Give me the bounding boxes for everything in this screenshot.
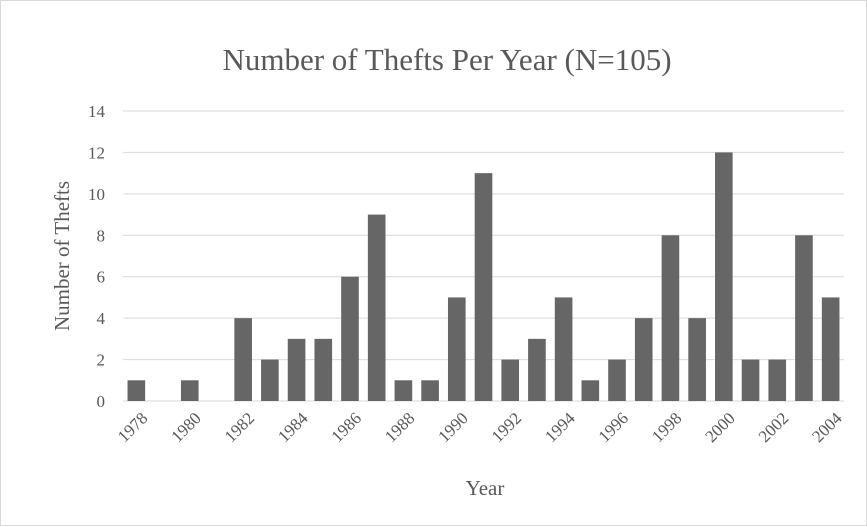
y-tick-label: 14 [88, 102, 106, 121]
x-axis-ticks: 1978 1980 1982 1984 1986 1988 1990 1992 1994 1996… [114, 408, 846, 446]
y-tick-label: 12 [88, 143, 105, 162]
x-tick-label: 1984 [274, 408, 312, 446]
bar-1999 [688, 318, 706, 401]
bar-1983 [261, 359, 279, 401]
bar-1998 [661, 235, 680, 401]
bar-1991 [474, 173, 493, 401]
bar-2000 [715, 152, 733, 401]
x-axis-title: Year [466, 476, 505, 500]
bar-1984 [287, 338, 306, 401]
y-tick-label: 2 [97, 351, 106, 370]
bar-2003 [795, 235, 813, 401]
y-tick-label: 8 [97, 226, 106, 245]
bar-1980 [180, 380, 199, 401]
bar-1992 [501, 359, 520, 401]
bar-1982 [234, 318, 252, 401]
x-tick-label: 1996 [595, 409, 632, 446]
bar-1987 [367, 214, 386, 401]
y-tick-label: 6 [97, 268, 106, 287]
y-tick-label: 10 [88, 185, 105, 204]
x-tick-label: 2000 [701, 409, 738, 446]
bars [127, 152, 840, 401]
bar-2001 [741, 359, 760, 401]
x-tick-label: 1994 [541, 408, 579, 446]
bar-1978 [127, 380, 146, 401]
bar-1994 [554, 297, 573, 401]
bar-1985 [314, 338, 333, 401]
x-tick-label: 1986 [328, 409, 365, 446]
x-tick-label: 1998 [648, 409, 685, 446]
x-tick-label: 2002 [755, 409, 792, 446]
x-tick-label: 1978 [114, 409, 151, 446]
chart-title: Number of Thefts Per Year (N=105) [222, 42, 671, 77]
bar-1988 [394, 380, 413, 401]
x-tick-label: 1980 [167, 409, 204, 446]
x-tick-label: 1992 [488, 409, 525, 446]
bar-1989 [421, 380, 439, 401]
bar-1996 [608, 359, 626, 401]
bar-1986 [341, 276, 359, 401]
x-tick-label: 1988 [381, 409, 418, 446]
bar-1995 [581, 380, 600, 401]
bar-1997 [634, 318, 653, 401]
bar-1993 [528, 338, 546, 401]
y-axis-ticks: 0 2 4 6 8 10 12 14 [88, 102, 106, 411]
y-tick-label: 0 [97, 392, 106, 411]
x-tick-label: 2004 [808, 408, 846, 446]
y-tick-label: 4 [97, 309, 106, 328]
y-axis-title: Number of Thefts [50, 181, 74, 331]
x-tick-label: 1990 [434, 409, 471, 446]
bar-1990 [447, 297, 466, 401]
bar-2002 [768, 359, 787, 401]
x-tick-label: 1982 [221, 409, 258, 446]
bar-2004 [821, 297, 840, 401]
